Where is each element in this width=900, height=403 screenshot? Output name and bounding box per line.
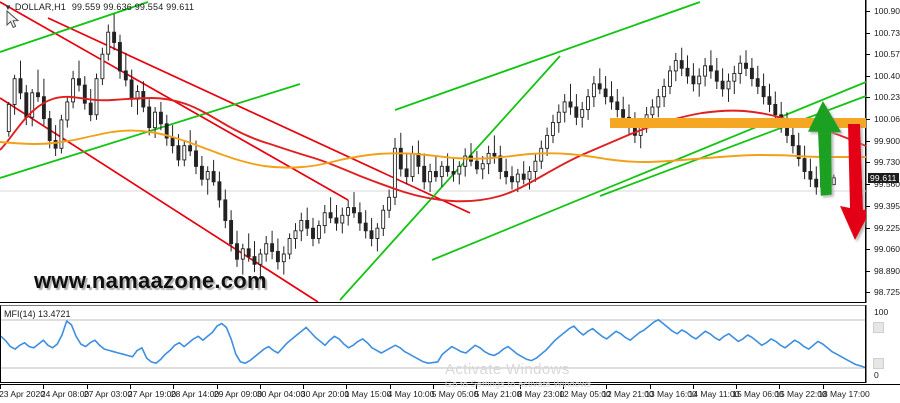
ma-slow-line [0,129,866,169]
time-tick [823,385,824,389]
time-tick-label: 24 Apr 08:00 [40,389,90,399]
time-tick-label: 30 Apr 04:00 [256,389,306,399]
time-tick [606,385,607,389]
mfi-axis-label-top: 100 [874,307,889,317]
time-tick [779,385,780,389]
time-tick [736,385,737,389]
time-tick-label: 15 May 22:00 [775,389,827,399]
price-tick-label: 99.560 [874,179,900,190]
price-tick-label: 100.400 [874,71,900,82]
time-tick [130,385,131,389]
price-tick [866,10,870,12]
time-tick-label: 27 Apr 03:00 [83,389,133,399]
price-chart-svg [0,1,866,303]
time-tick [173,385,174,389]
time-tick [693,385,694,389]
price-tick [866,97,870,99]
mfi-axis-box-upper[interactable] [873,322,884,333]
time-tick-label: 1 May 15:00 [344,389,392,399]
time-tick-label: 27 Apr 19:00 [127,389,177,399]
time-tick-label: 12 May 05:00 [559,389,611,399]
time-tick [563,385,564,389]
mfi-line [1,318,865,369]
price-tick-label: 99.395 [874,200,900,211]
price-axis-ticks [866,0,867,303]
mfi-indicator-pane[interactable] [0,305,866,383]
price-tick-label: 100.905 [874,5,900,16]
price-tick [866,32,870,34]
ma-fast-line [0,95,866,203]
mfi-header: MFI(14) 13.4721 [4,309,71,319]
time-tick [217,385,218,389]
time-tick [43,385,44,389]
price-tick [866,162,870,164]
price-tick [866,184,870,186]
symbol-header[interactable]: ▼ DOLLAR,H1 99.559 99.636 99.554 99.611 [4,2,194,12]
mfi-axis-box-lower[interactable] [873,358,884,369]
time-axis[interactable]: 23 Apr 2020 24 Apr 08:00 27 Apr 03:00 27 Ap… [0,384,900,403]
price-tick-label: 98.725 [874,287,900,298]
time-tick [0,385,1,389]
ascending-channel [0,1,866,301]
time-tick [650,385,651,389]
time-tick-label: 30 Apr 20:00 [300,389,350,399]
time-tick-label: 28 Apr 14:00 [170,389,220,399]
mouse-pointer-icon [6,10,20,29]
resistance-zone[interactable] [610,118,866,128]
symbol-label: DOLLAR,H1 [14,2,66,12]
price-tick [866,292,870,294]
time-tick-label: 29 Apr 09:00 [213,389,263,399]
price-tick-label: 100.570 [874,49,900,60]
time-tick [520,385,521,389]
ohlc-values: 99.559 99.636 99.554 99.611 [71,2,195,12]
time-tick-label: 5 May 21:00 [474,389,522,399]
price-axis[interactable]: 100.905 100.735 100.570 100.400 100.235 100.0… [866,0,900,303]
time-tick-label: 5 May 05:00 [431,389,479,399]
time-tick [390,385,391,389]
time-tick-label: 14 May 11:00 [688,389,740,399]
time-tick [303,385,304,389]
mfi-chart-svg [1,318,865,369]
current-price-badge: 99.611 [868,172,899,183]
time-tick [260,385,261,389]
mfi-label: MFI(14) 13.4721 [4,309,71,319]
price-chart-pane[interactable] [0,0,866,303]
price-tick [866,140,870,142]
price-tick [866,205,870,207]
candlestick-series [6,14,836,280]
time-tick-label: 23 Apr 2020 [0,389,45,399]
mfi-axis-label-bottom: 0 [874,370,879,380]
time-tick-label: 4 May 10:00 [387,389,435,399]
price-tick [866,248,870,250]
bearish-arrow-icon [840,124,866,240]
price-tick-label: 99.225 [874,222,900,233]
time-tick-label: 18 May 17:00 [818,389,870,399]
price-tick-label: 99.060 [874,243,900,254]
bullish-arrow-icon [807,101,842,196]
price-tick-label: 98.890 [874,265,900,276]
price-tick-label: 100.735 [874,27,900,38]
time-tick [433,385,434,389]
price-tick-label: 100.065 [874,114,900,125]
time-tick [476,385,477,389]
price-tick [866,227,870,229]
time-tick-label: 8 May 23:00 [517,389,565,399]
time-tick [87,385,88,389]
price-tick-label: 99.900 [874,135,900,146]
time-tick-label: 12 May 21:00 [602,389,654,399]
price-tick [866,270,870,272]
price-tick-label: 99.730 [874,157,900,168]
price-tick-label: 100.235 [874,92,900,103]
site-watermark: www.namaazone.com [34,268,267,293]
price-tick [866,119,870,121]
triangle-down-icon[interactable]: ▼ [4,3,12,12]
mfi-axis[interactable]: 100 0 [866,305,900,383]
time-tick-label: 15 May 06:00 [732,389,784,399]
time-tick [346,385,347,389]
time-tick-label: 13 May 16:00 [645,389,697,399]
price-tick [866,54,870,56]
price-tick [866,76,870,78]
